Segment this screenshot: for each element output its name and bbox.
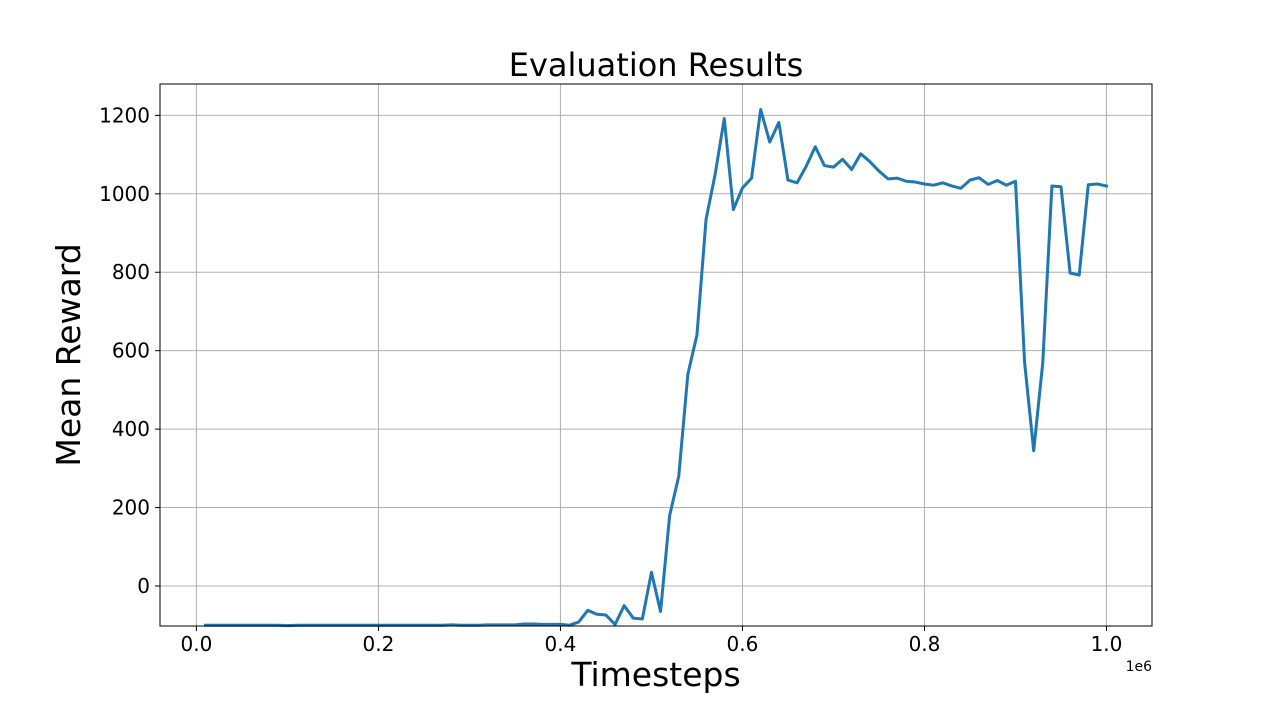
chart-title: Evaluation Results (509, 46, 804, 84)
ticks: 0.0 0.2 0.4 0.6 0.8 1.0 0 200 400 600 800 1000 1200 (99, 103, 1122, 656)
x-axis-offset-label: 1e6 (1126, 659, 1153, 675)
y-tick-label: 800 (112, 260, 150, 284)
y-tick-label: 400 (112, 417, 150, 441)
y-tick-label: 600 (112, 339, 150, 363)
x-tick-label: 0.0 (180, 632, 212, 656)
y-axis-title: Mean Reward (49, 243, 88, 466)
y-tick-label: 1200 (99, 103, 150, 127)
y-tick-label: 1000 (99, 182, 150, 206)
reward-series-line (204, 107, 1109, 628)
x-tick-label: 1.0 (1091, 632, 1123, 656)
x-tick-label: 0.8 (909, 632, 941, 656)
x-tick-label: 0.6 (727, 632, 759, 656)
x-tick-label: 0.4 (545, 632, 577, 656)
y-tick-label: 0 (137, 574, 150, 598)
plot-frame (159, 83, 1153, 627)
grid (160, 84, 1152, 626)
y-tick-label: 200 (112, 496, 150, 520)
series-layer (204, 107, 1109, 628)
x-tick-label: 0.2 (363, 632, 395, 656)
x-axis-title: Timesteps (570, 655, 740, 694)
